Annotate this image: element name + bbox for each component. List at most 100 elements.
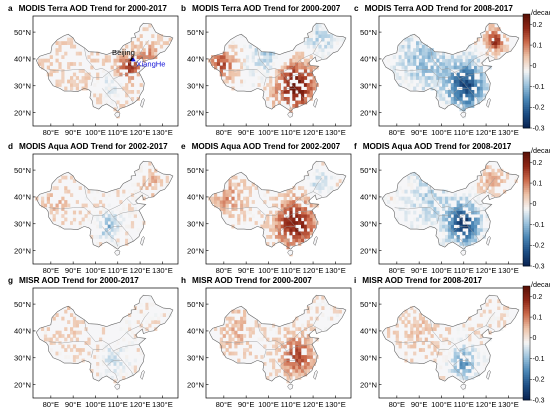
trend-cell — [248, 69, 252, 73]
trend-cell — [272, 224, 276, 229]
colorbar-segment — [523, 120, 530, 123]
trend-cell — [216, 200, 221, 204]
panel-title: b MODIS Terra AOD Trend for 2000-2007 — [181, 4, 341, 13]
trend-cell — [269, 76, 273, 80]
province-border — [126, 198, 138, 206]
trend-cell — [248, 44, 252, 49]
trend-cell — [401, 207, 405, 211]
trend-cell — [474, 65, 478, 70]
trend-cell — [447, 203, 452, 208]
trend-cell — [485, 44, 489, 49]
trend-cell — [222, 341, 226, 345]
hainan-island — [460, 384, 467, 390]
trend-cell — [465, 327, 469, 331]
trend-cell — [442, 69, 446, 73]
trend-cell — [421, 327, 425, 331]
trend-cell — [298, 362, 302, 366]
trend-cell — [450, 228, 454, 232]
trend-cell — [139, 165, 143, 170]
lon-tick-label: 120°E — [303, 266, 324, 275]
trend-cell — [462, 203, 466, 208]
trend-cell — [315, 295, 319, 300]
trend-cell — [445, 217, 449, 222]
trend-cell — [274, 97, 279, 101]
trend-cell — [442, 189, 446, 194]
trend-cell — [476, 196, 481, 201]
colorbar-segment — [523, 15, 530, 19]
trend-cell — [148, 316, 152, 321]
province-border — [257, 47, 269, 70]
trend-cell — [318, 175, 322, 180]
colorbar-segment — [523, 245, 530, 248]
trend-cell — [447, 76, 452, 80]
trend-cell — [225, 207, 229, 211]
trend-cell — [243, 203, 247, 208]
trend-cell — [416, 217, 420, 222]
trend-cell — [237, 217, 241, 222]
trend-cell — [67, 203, 71, 208]
trend-cell — [301, 196, 305, 201]
trend-cell — [301, 55, 305, 59]
trend-cell — [237, 72, 241, 77]
trend-cell — [84, 79, 88, 84]
trend-cell — [116, 228, 120, 232]
province-border — [452, 226, 469, 232]
trend-cell — [439, 376, 443, 380]
trend-cell — [142, 51, 146, 56]
trend-cell — [462, 348, 466, 352]
trend-cell — [430, 203, 434, 208]
trend-cell — [324, 34, 328, 38]
trend-cell — [418, 203, 423, 208]
trend-cell — [395, 330, 399, 335]
trend-cell — [266, 55, 270, 59]
trend-cell — [315, 175, 319, 180]
trend-cell — [254, 320, 258, 324]
trend-cell — [327, 41, 331, 45]
trend-cell — [485, 323, 489, 328]
trend-cell — [248, 344, 252, 349]
trend-cell — [283, 221, 287, 225]
trend-cell — [130, 224, 135, 229]
trend-cell — [243, 316, 247, 321]
trend-cell — [231, 203, 235, 208]
trend-cell — [125, 238, 129, 243]
lat-tick-label: 40°N — [187, 55, 204, 64]
trend-cell — [104, 235, 108, 239]
trend-cell — [494, 55, 498, 59]
province-border — [279, 226, 296, 232]
trend-cell — [450, 90, 454, 94]
trend-cell — [433, 348, 437, 352]
trend-cell — [315, 23, 319, 28]
trend-cell — [488, 320, 492, 324]
trend-cell — [447, 228, 452, 232]
trend-cell — [151, 172, 155, 176]
trend-cell — [338, 309, 342, 314]
panel-title: e MODIS Aqua AOD Trend for 2002-2007 — [181, 142, 341, 151]
trend-cell — [427, 193, 431, 197]
trend-cell — [430, 83, 434, 87]
province-border — [93, 344, 109, 350]
trend-cell — [49, 62, 53, 66]
trend-cell — [55, 207, 59, 211]
colorbar-segment — [523, 90, 530, 93]
lat-tick-label: 20°N — [187, 246, 204, 255]
trend-cell — [306, 334, 310, 338]
trend-cell — [447, 62, 452, 66]
trend-cell — [104, 231, 108, 236]
trend-cell — [263, 330, 267, 335]
colorbar-segment — [523, 247, 530, 250]
lat-tick-label: 30°N — [14, 353, 31, 362]
trend-cell — [298, 207, 302, 211]
trend-cell — [474, 58, 478, 63]
trend-cell — [424, 337, 428, 342]
trend-cell — [395, 189, 399, 194]
colorbar-segment — [523, 152, 530, 155]
trend-cell — [482, 83, 486, 87]
trend-cell — [424, 355, 428, 359]
trend-cell — [243, 65, 247, 70]
province-border — [477, 325, 496, 331]
trend-cell — [418, 69, 423, 73]
panel-letter: d — [8, 142, 13, 151]
trend-cell — [222, 72, 226, 77]
trend-cell — [101, 231, 106, 236]
